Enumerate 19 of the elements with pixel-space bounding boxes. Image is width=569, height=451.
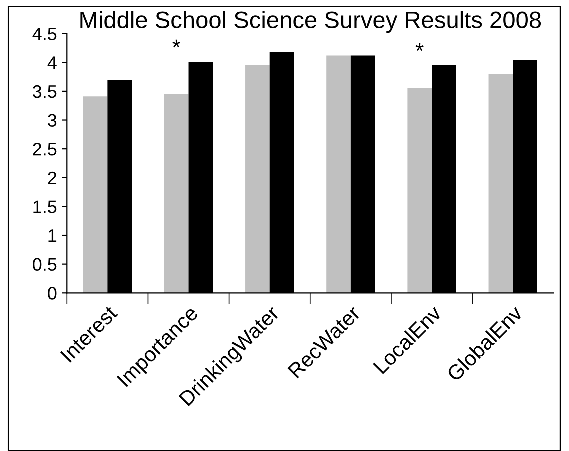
y-tick-label: 3.5	[33, 85, 57, 98]
bar	[488, 74, 514, 294]
y-tick-label: 1.5	[34, 200, 57, 214]
y-tick-label: 2.5	[33, 143, 57, 156]
bar	[246, 66, 270, 294]
annotation: *	[416, 43, 424, 52]
y-tick-label: 0.5	[33, 258, 57, 272]
y-tick-label: 2	[48, 172, 57, 184]
y-tick-label: 1	[48, 230, 57, 242]
y-tick-label: 0	[48, 287, 57, 300]
bar	[326, 56, 351, 294]
bar	[164, 94, 189, 294]
bar	[408, 88, 432, 294]
y-tick-label: 3	[48, 114, 57, 127]
y-tick-label: 4	[48, 56, 57, 70]
bar	[83, 96, 108, 294]
annotation: *	[172, 40, 181, 48]
chart-title: Middle School Science Survey Results 2008	[80, 11, 542, 34]
y-tick-label: 4.5	[32, 28, 57, 41]
